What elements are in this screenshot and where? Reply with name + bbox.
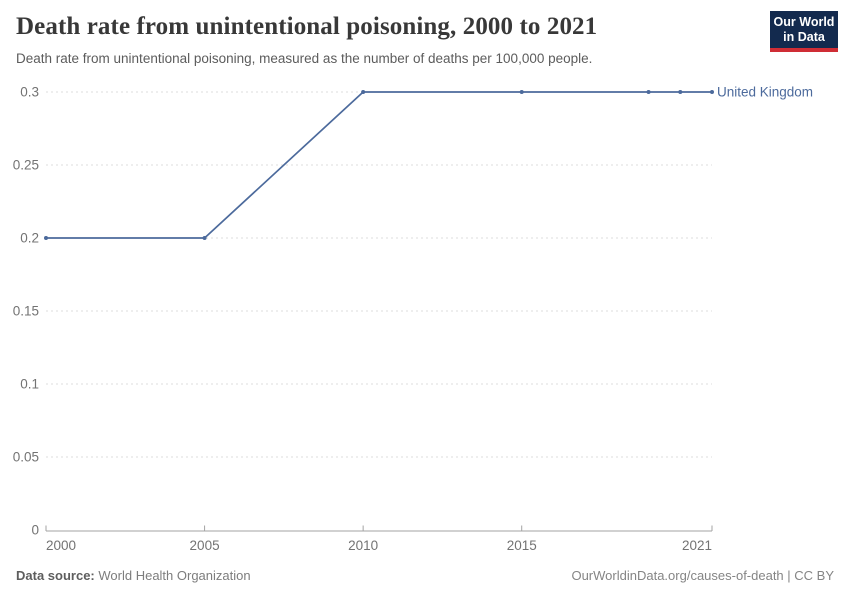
x-axis-tick-label: 2005 bbox=[190, 538, 220, 553]
data-point bbox=[361, 90, 366, 94]
data-point bbox=[646, 90, 651, 94]
x-axis-tick-label: 2015 bbox=[507, 538, 537, 553]
y-axis-tick-label: 0.15 bbox=[13, 304, 39, 319]
series-label: United Kingdom bbox=[717, 85, 813, 100]
chart-footer: Data source: World Health Organization O… bbox=[16, 568, 834, 583]
x-axis-tick-label: 2021 bbox=[682, 538, 712, 553]
chart-title: Death rate from unintentional poisoning,… bbox=[16, 13, 598, 40]
data-source-label: Data source: bbox=[16, 568, 95, 583]
x-axis-tick-label: 2000 bbox=[46, 538, 76, 553]
data-point bbox=[519, 90, 524, 94]
owid-logo: Our World in Data bbox=[770, 11, 838, 52]
y-axis-tick-label: 0 bbox=[31, 523, 39, 538]
data-point bbox=[44, 236, 48, 240]
data-point bbox=[710, 90, 714, 94]
y-axis-tick-label: 0.25 bbox=[13, 158, 39, 173]
data-point bbox=[678, 90, 683, 94]
y-axis-tick-label: 0.2 bbox=[20, 231, 39, 246]
data-source-value: World Health Organization bbox=[98, 568, 251, 583]
data-source: Data source: World Health Organization bbox=[16, 568, 251, 583]
data-point bbox=[202, 236, 207, 240]
owid-logo-text: Our World in Data bbox=[773, 14, 835, 44]
x-axis-tick-label: 2010 bbox=[348, 538, 378, 553]
y-axis-tick-label: 0.3 bbox=[20, 85, 39, 100]
y-axis-tick-label: 0.05 bbox=[13, 450, 39, 465]
y-axis-tick-label: 0.1 bbox=[20, 377, 39, 392]
owid-citation-link[interactable]: OurWorldinData.org/causes-of-death | CC … bbox=[571, 568, 834, 583]
chart-subtitle: Death rate from unintentional poisoning,… bbox=[16, 51, 593, 66]
